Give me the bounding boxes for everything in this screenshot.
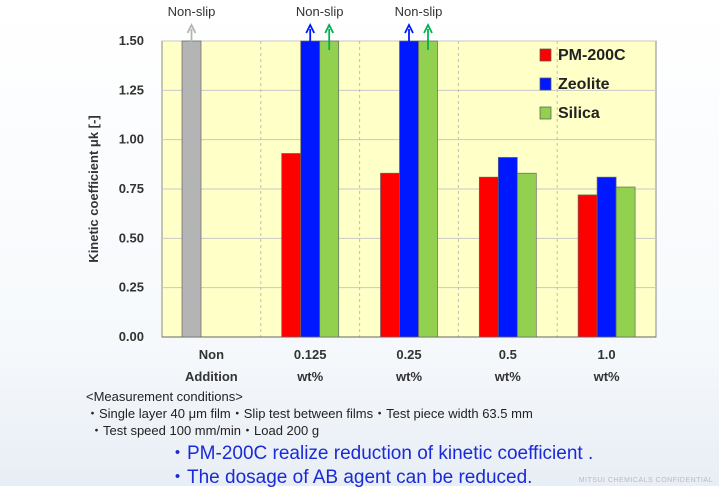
legend-swatch: [539, 77, 552, 91]
bar-chart: 0.00 0.25 0.50 0.75 1.00 1.25 1.50 Non Addition 0…: [86, 4, 657, 384]
legend-entry: Silica: [558, 105, 600, 122]
legend-entry: PM-200C: [558, 47, 626, 64]
x-tick-label: wt%: [395, 369, 422, 384]
finding-2: ・The dosage of AB agent can be reduced.: [168, 467, 533, 488]
x-tick-label: 0.5: [499, 347, 517, 362]
arrow-head: [404, 22, 414, 34]
bar: [181, 40, 202, 338]
x-tick-label: wt%: [296, 369, 323, 384]
arrow-head: [324, 22, 335, 34]
y-tick-label: 1.00: [119, 132, 144, 147]
y-tick-label: 0.75: [119, 181, 144, 196]
y-tick-label: 1.25: [119, 82, 144, 97]
bar: [478, 176, 499, 338]
bar: [615, 186, 636, 338]
non-slip-label: Non-slip: [168, 4, 216, 19]
conditions-heading: <Measurement conditions>: [86, 389, 243, 404]
confidential-mark: MITSUI CHEMICALS CONFIDENTIAL: [578, 477, 713, 484]
x-tick-label: wt%: [593, 369, 620, 384]
arrow-head: [423, 22, 433, 34]
bar: [418, 40, 438, 338]
bar: [281, 153, 302, 338]
x-tick-label: 0.125: [294, 347, 327, 362]
legend-swatch: [539, 106, 552, 120]
x-tick-label: 0.25: [396, 347, 421, 362]
bar: [380, 172, 400, 338]
x-tick-label: 1.0: [598, 347, 616, 362]
key-findings: ・PM-200C realize reduction of kinetic co…: [168, 442, 593, 490]
y-tick-label: 1.50: [119, 33, 144, 48]
bar: [577, 194, 598, 338]
legend-entry: Zeolite: [558, 76, 610, 93]
y-tick-label: 0.25: [119, 280, 144, 295]
bar: [399, 40, 419, 338]
legend-swatch: [539, 48, 552, 62]
arrow-head: [305, 22, 316, 34]
bar: [319, 40, 340, 338]
bar: [497, 157, 518, 338]
measurement-conditions: <Measurement conditions> ・Single layer 4…: [86, 388, 533, 439]
bar: [516, 172, 537, 338]
arrow-head: [186, 22, 197, 34]
conditions-line-1: ・Single layer 40 μm film・Slip test betwe…: [86, 406, 533, 421]
y-tick-label: 0.00: [119, 329, 144, 344]
bar: [300, 40, 321, 338]
bar: [596, 176, 617, 338]
non-slip-label: Non-slip: [395, 4, 443, 19]
finding-1: ・PM-200C realize reduction of kinetic co…: [168, 443, 594, 464]
y-axis-label: Kinetic coefficient μk [-]: [86, 115, 101, 262]
non-slip-label: Non-slip: [296, 4, 344, 19]
x-tick-label: Non: [199, 347, 224, 362]
conditions-line-2: ・Test speed 100 mm/min・Load 200 g: [90, 423, 320, 438]
x-tick-label: wt%: [494, 369, 521, 384]
x-tick-label: Addition: [185, 369, 238, 384]
y-tick-label: 0.50: [119, 230, 144, 245]
